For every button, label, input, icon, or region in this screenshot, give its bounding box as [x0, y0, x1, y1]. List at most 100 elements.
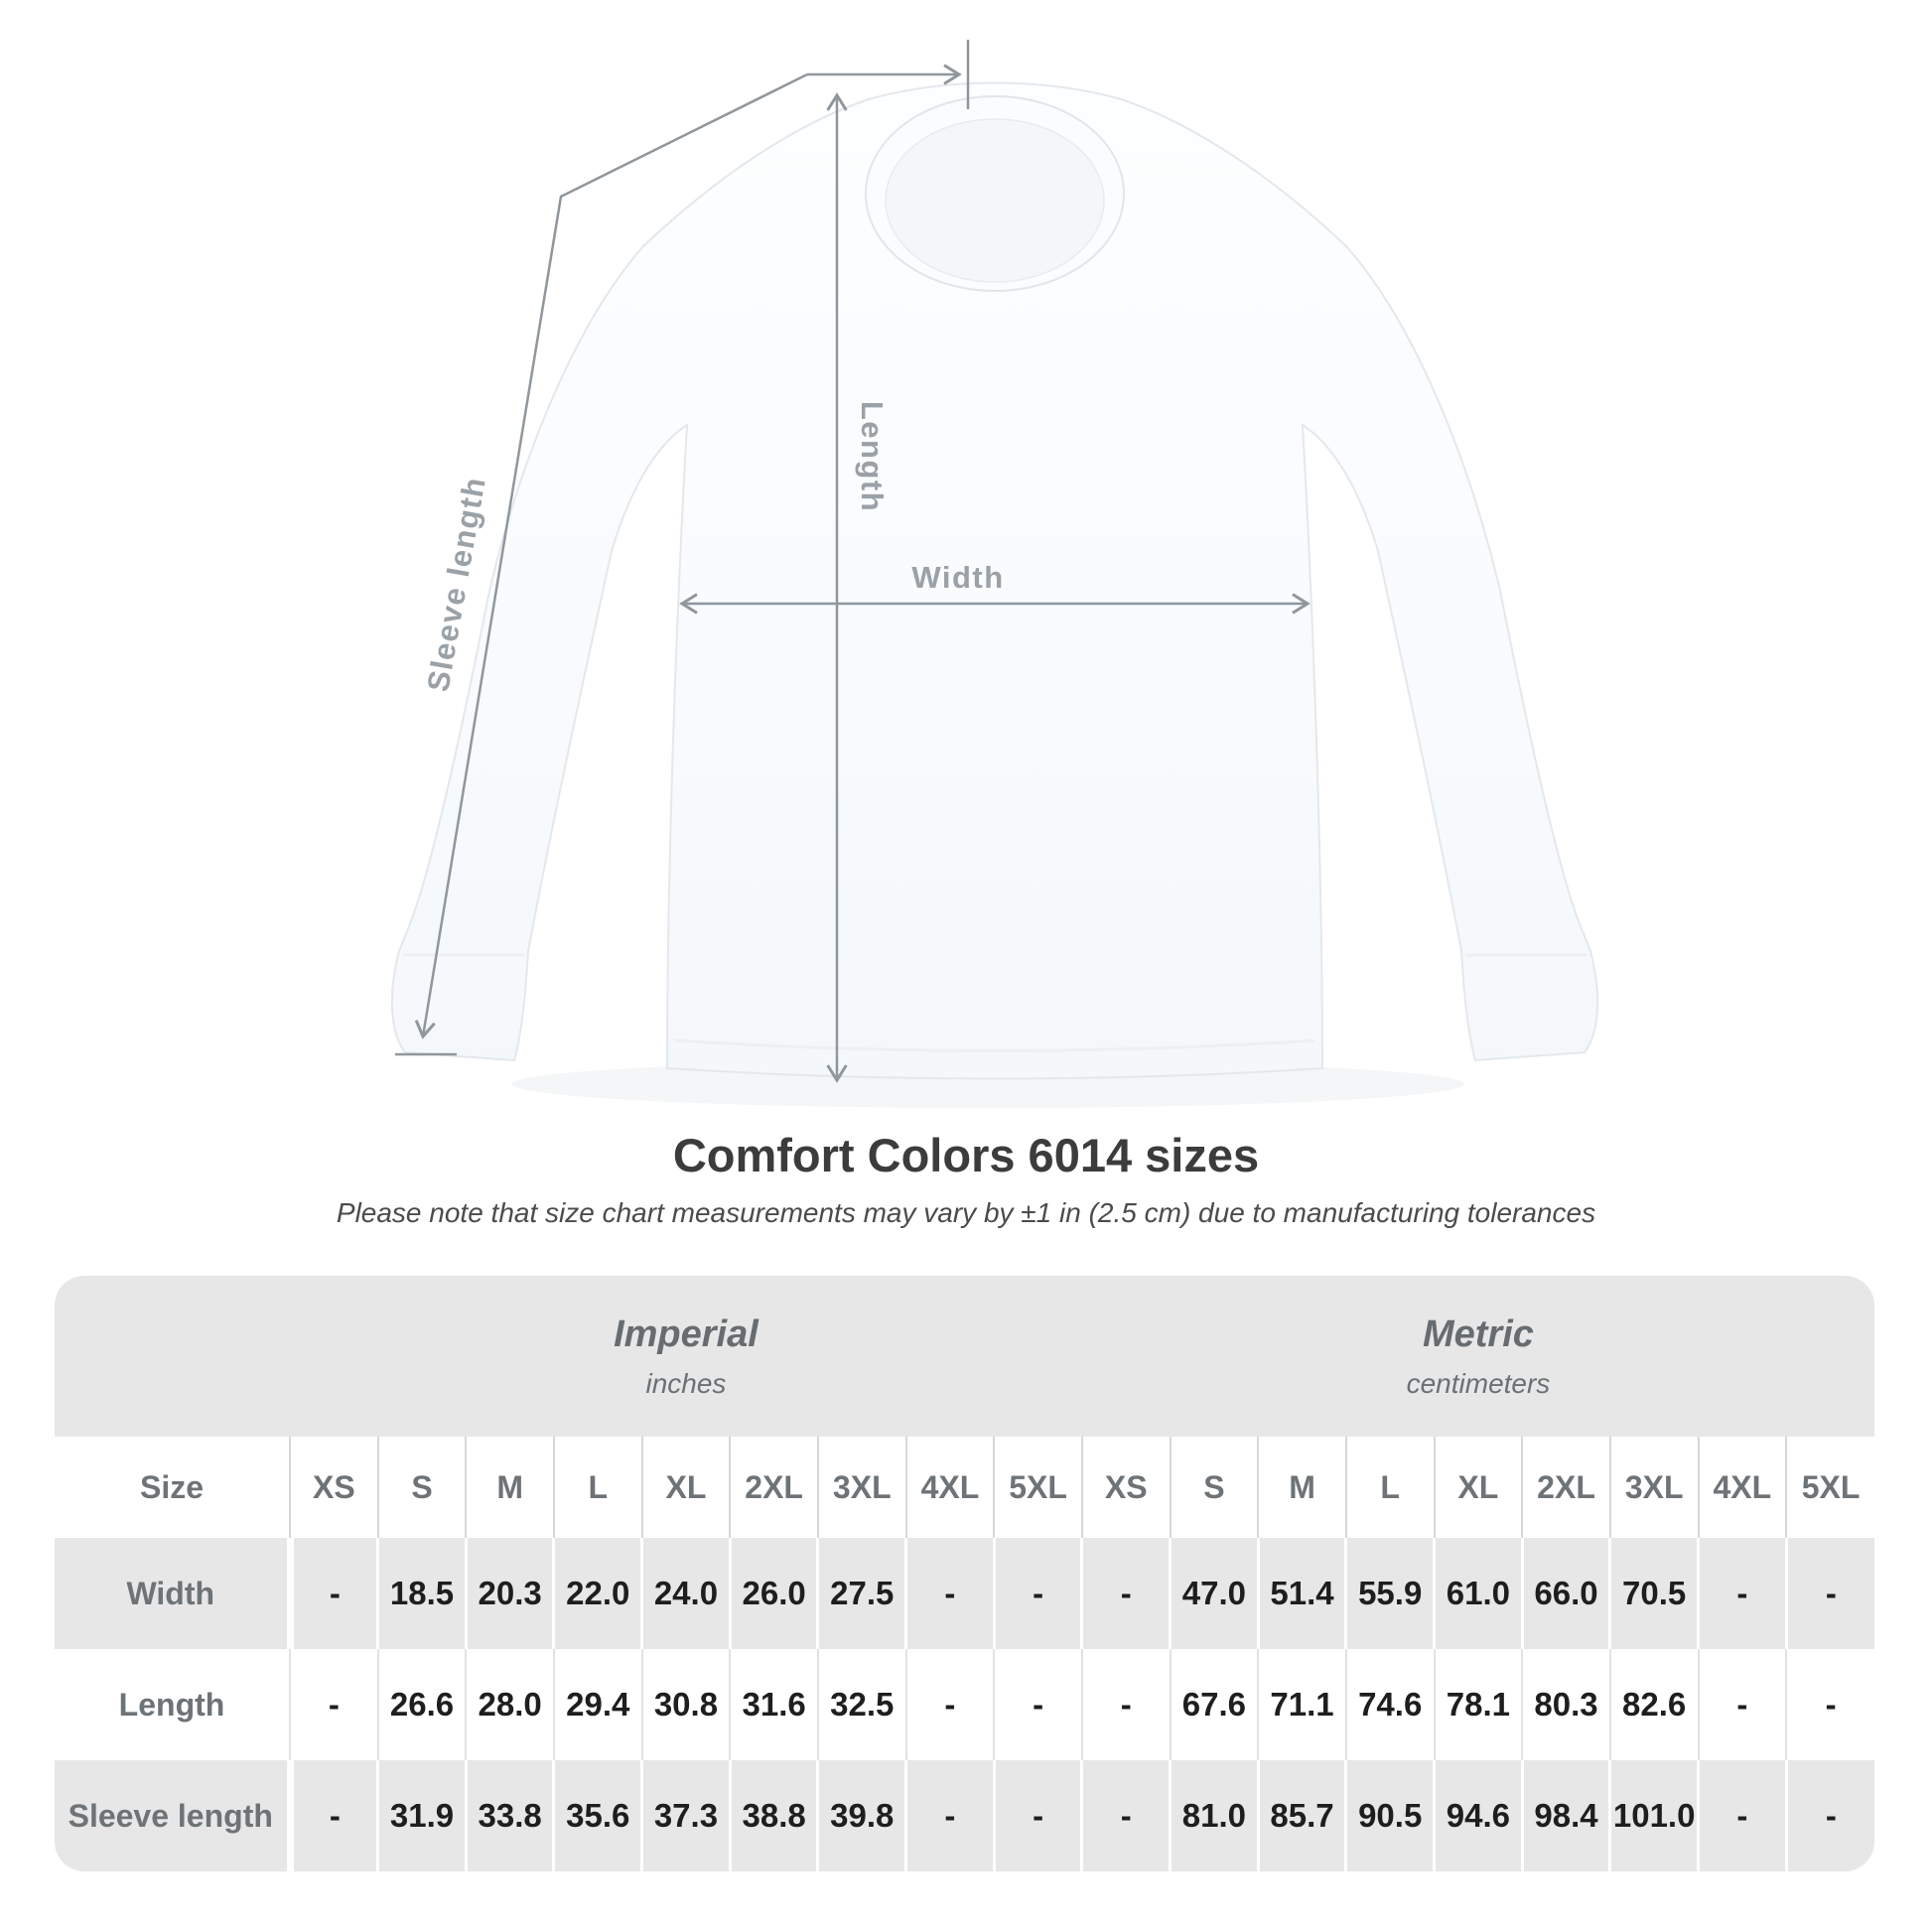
size-col-header: 3XL: [816, 1437, 906, 1538]
measurement-cell: 35.6: [552, 1760, 642, 1871]
measurement-cell: 26.0: [728, 1538, 818, 1649]
measurement-cell: 22.0: [552, 1538, 642, 1649]
measurement-cell: -: [1697, 1760, 1787, 1871]
metric-group-header: Metric centimeters: [1081, 1276, 1874, 1437]
measurement-cell: -: [992, 1538, 1082, 1649]
measurement-cell: 55.9: [1344, 1538, 1435, 1649]
size-col-header: XL: [640, 1437, 731, 1538]
measurement-cell: 74.6: [1344, 1649, 1435, 1760]
shirt-illustration: [390, 81, 1599, 1080]
measurement-cell: 31.9: [376, 1760, 467, 1871]
size-col-header: M: [1257, 1437, 1346, 1538]
imperial-label: Imperial: [614, 1312, 759, 1355]
measurement-cell: 66.0: [1520, 1538, 1610, 1649]
size-col-header: L: [1344, 1437, 1435, 1538]
measurement-cell: 24.0: [640, 1538, 731, 1649]
measurement-cell: 37.3: [640, 1760, 731, 1871]
measurement-cell: 27.5: [816, 1538, 906, 1649]
measurement-cell: 90.5: [1344, 1760, 1435, 1871]
size-col-header: XS: [1080, 1437, 1171, 1538]
size-chart-table-container: Imperial inches Metric centimeters Size …: [55, 1276, 1874, 1871]
size-col-header: XS: [289, 1437, 378, 1538]
measurement-cell: 101.0: [1608, 1760, 1699, 1871]
measurement-cell: 94.6: [1433, 1760, 1523, 1871]
size-column-title: Size: [55, 1437, 290, 1538]
size-col-header: S: [376, 1437, 467, 1538]
unit-header-corner: [55, 1276, 290, 1437]
table-row-width: Width - 18.5 20.3 22.0 24.0 26.0 27.5 - …: [55, 1538, 1874, 1649]
measurement-cell: 32.5: [816, 1649, 906, 1760]
size-col-header: 5XL: [993, 1437, 1082, 1538]
measurement-cell: 67.6: [1169, 1649, 1259, 1760]
measurement-cell: 29.4: [552, 1649, 642, 1760]
measurement-cell: -: [1080, 1760, 1171, 1871]
measurement-cell: -: [1784, 1760, 1874, 1871]
imperial-unit-label: inches: [645, 1367, 727, 1399]
measurement-cell: 85.7: [1256, 1760, 1346, 1871]
measurement-cell: 51.4: [1256, 1538, 1346, 1649]
measurement-cell: 80.3: [1521, 1649, 1610, 1760]
row-label: Length: [55, 1649, 290, 1760]
size-col-header: 4XL: [1697, 1437, 1787, 1538]
size-col-header: L: [552, 1437, 642, 1538]
measurement-cell: 98.4: [1520, 1760, 1610, 1871]
measurement-cell: -: [904, 1538, 995, 1649]
measurement-cell: -: [1080, 1538, 1171, 1649]
size-col-header: 2XL: [729, 1437, 818, 1538]
shirt-diagram: Sleeve length Length Width: [390, 40, 1599, 1108]
table-row-length: Length - 26.6 28.0 29.4 30.8 31.6 32.5 -…: [55, 1649, 1874, 1760]
imperial-group-header: Imperial inches: [290, 1276, 1082, 1437]
measurement-cell: -: [1080, 1649, 1171, 1760]
size-col-header: 5XL: [1785, 1437, 1874, 1538]
size-col-header: M: [465, 1437, 554, 1538]
measurement-cell: -: [904, 1760, 995, 1871]
size-col-header: 2XL: [1521, 1437, 1610, 1538]
size-col-header: 4XL: [904, 1437, 995, 1538]
measurement-cell: 39.8: [816, 1760, 906, 1871]
measurement-cell: -: [286, 1538, 378, 1649]
measurement-cell: 18.5: [376, 1538, 467, 1649]
size-header-row: Size XS S M L XL 2XL 3XL 4XL 5XL XS S M …: [55, 1437, 1874, 1538]
measurement-cell: 71.1: [1257, 1649, 1346, 1760]
measurement-cell: 20.3: [464, 1538, 554, 1649]
measurement-cell: 78.1: [1433, 1649, 1523, 1760]
measurement-cell: 70.5: [1608, 1538, 1699, 1649]
measurement-cell: 28.0: [465, 1649, 554, 1760]
measurement-cell: -: [1784, 1538, 1874, 1649]
measurement-cell: 61.0: [1433, 1538, 1523, 1649]
size-col-header: S: [1169, 1437, 1259, 1538]
measurement-cell: 82.6: [1608, 1649, 1699, 1760]
hem-seam: [674, 1038, 1315, 1052]
size-col-header: 3XL: [1608, 1437, 1699, 1538]
measurement-cell: 47.0: [1169, 1538, 1259, 1649]
size-chart-table: Imperial inches Metric centimeters Size …: [55, 1276, 1874, 1871]
length-label: Length: [855, 401, 890, 512]
measurement-cell: 38.8: [728, 1760, 818, 1871]
measurement-cell: -: [1697, 1538, 1787, 1649]
measurement-cell: -: [1697, 1649, 1787, 1760]
measurement-cell: 33.8: [464, 1760, 554, 1871]
measurement-cell: 81.0: [1169, 1760, 1259, 1871]
sleeve-length-dimension-line: [414, 72, 808, 1039]
measurement-cell: -: [286, 1760, 378, 1871]
measurement-cell: -: [289, 1649, 378, 1760]
measurement-cell: -: [993, 1649, 1082, 1760]
metric-label: Metric: [1422, 1312, 1534, 1355]
row-label: Sleeve length: [55, 1760, 290, 1871]
table-row-sleeve-length: Sleeve length - 31.9 33.8 35.6 37.3 38.8…: [55, 1760, 1874, 1871]
measurement-cell: 26.6: [376, 1649, 467, 1760]
unit-header-row: Imperial inches Metric centimeters: [55, 1276, 1874, 1437]
shirt-collar-inner: [885, 118, 1105, 283]
metric-unit-label: centimeters: [1406, 1367, 1551, 1399]
measurement-cell: -: [992, 1760, 1082, 1871]
chart-note: Please note that size chart measurements…: [336, 1197, 1596, 1228]
measurement-cell: -: [904, 1649, 995, 1760]
row-label: Width: [55, 1538, 290, 1649]
chart-title: Comfort Colors 6014 sizes: [672, 1129, 1260, 1181]
measurement-cell: -: [1785, 1649, 1874, 1760]
size-col-header: XL: [1433, 1437, 1523, 1538]
width-label: Width: [911, 560, 1004, 595]
measurement-cell: 31.6: [729, 1649, 818, 1760]
measurement-cell: 30.8: [640, 1649, 731, 1760]
